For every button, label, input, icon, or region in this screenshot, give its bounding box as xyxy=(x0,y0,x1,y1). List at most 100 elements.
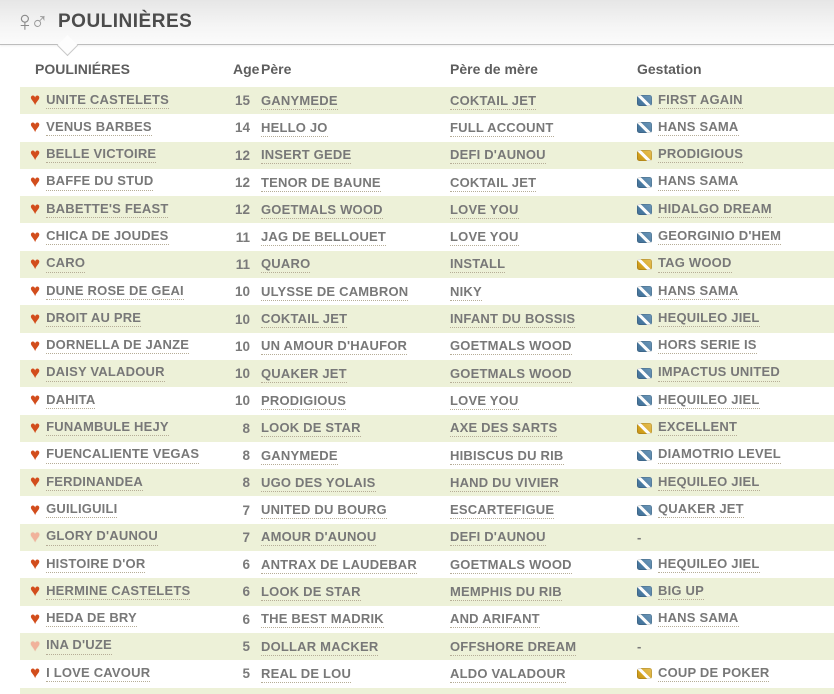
heart-icon[interactable]: ♥ xyxy=(30,581,41,601)
sire-link[interactable]: QUAKER JET xyxy=(261,365,347,383)
damsire-link[interactable]: LOVE YOU xyxy=(450,229,519,247)
mare-name-link[interactable]: FERDINANDEA xyxy=(46,474,143,491)
gestation-sire-link[interactable]: HANS SAMA xyxy=(658,119,739,137)
mare-name-link[interactable]: DROIT AU PRE xyxy=(46,310,142,328)
sire-link[interactable]: ULYSSE DE CAMBRON xyxy=(261,283,409,301)
sire-link[interactable]: DOLLAR MACKER xyxy=(261,638,379,656)
damsire-link[interactable]: AXE DES SARTS xyxy=(450,420,558,438)
sire-link[interactable]: AMOUR D'AUNOU xyxy=(261,529,377,547)
gestation-sire-link[interactable]: PRODIGIOUS xyxy=(658,146,744,164)
heart-icon[interactable]: ♥ xyxy=(30,226,41,246)
mare-name-link[interactable]: DAISY VALADOUR xyxy=(46,365,165,382)
heart-icon[interactable]: ♥ xyxy=(30,526,41,546)
heart-icon[interactable]: ♥ xyxy=(30,281,41,301)
heart-icon[interactable]: ♥ xyxy=(30,445,41,464)
mare-name-link[interactable]: VENUS BARBES xyxy=(46,119,152,137)
sire-link[interactable]: REAL DE LOU xyxy=(261,665,352,683)
sire-link[interactable]: UN AMOUR D'HAUFOR xyxy=(261,338,408,356)
sire-link[interactable]: PRODIGIOUS xyxy=(261,392,347,410)
gestation-sire-link[interactable]: HEQUILEO JIEL xyxy=(658,474,760,491)
heart-icon[interactable]: ♥ xyxy=(30,335,41,355)
heart-icon[interactable]: ♥ xyxy=(30,308,41,328)
damsire-link[interactable]: LOVE YOU xyxy=(450,201,519,219)
heart-icon[interactable]: ♥ xyxy=(30,636,41,656)
heart-icon[interactable]: ♥ xyxy=(30,663,41,683)
mare-name-link[interactable]: DORNELLA DE JANZE xyxy=(46,337,190,355)
damsire-link[interactable]: AND ARIFANT xyxy=(450,611,540,629)
gestation-sire-link[interactable]: HEQUILEO JIEL xyxy=(658,556,760,573)
mare-name-link[interactable]: DAHITA xyxy=(46,392,96,410)
mare-name-link[interactable]: HERMINE CASTELETS xyxy=(46,583,191,601)
damsire-link[interactable]: ESCARTEFIGUE xyxy=(450,502,555,520)
damsire-link[interactable]: COKTAIL JET xyxy=(450,92,537,110)
mare-name-link[interactable]: FUENCALIENTE VEGAS xyxy=(46,447,200,464)
mare-name-link[interactable]: BELLE VICTOIRE xyxy=(46,146,157,164)
gestation-sire-link[interactable]: DIAMOTRIO LEVEL xyxy=(658,447,781,464)
gestation-sire-link[interactable]: HEQUILEO JIEL xyxy=(658,310,760,328)
gestation-sire-link[interactable]: EXCELLENT xyxy=(658,419,738,437)
mare-name-link[interactable]: CHICA DE JOUDES xyxy=(46,228,169,246)
heart-icon[interactable]: ♥ xyxy=(30,390,41,410)
gestation-sire-link[interactable]: BIG UP xyxy=(658,583,704,601)
sire-link[interactable]: HELLO JO xyxy=(261,119,328,137)
gestation-sire-link[interactable]: HIDALGO DREAM xyxy=(658,201,772,218)
gestation-sire-link[interactable]: IMPACTUS UNITED xyxy=(658,365,780,382)
sire-link[interactable]: ANTRAX DE LAUDEBAR xyxy=(261,556,417,574)
sire-link[interactable]: UNITED DU BOURG xyxy=(261,502,387,520)
mare-name-link[interactable]: I LOVE CAVOUR xyxy=(46,665,151,683)
sire-link[interactable]: LOOK DE STAR xyxy=(261,420,361,438)
gestation-sire-link[interactable]: GEORGINIO D'HEM xyxy=(658,228,782,246)
heart-icon[interactable]: ♥ xyxy=(30,363,41,383)
heart-icon[interactable]: ♥ xyxy=(30,554,41,574)
damsire-link[interactable]: ALDO VALADOUR xyxy=(450,665,566,683)
mare-name-link[interactable]: BAFFE DU STUD xyxy=(46,174,154,191)
heart-icon[interactable]: ♥ xyxy=(30,417,41,437)
damsire-link[interactable]: LOVE YOU xyxy=(450,392,519,410)
damsire-link[interactable]: INFANT DU BOSSIS xyxy=(450,311,576,329)
damsire-link[interactable]: HIBISCUS DU RIB xyxy=(450,447,564,465)
gestation-sire-link[interactable]: HEQUILEO JIEL xyxy=(658,392,760,410)
heart-icon[interactable]: ♥ xyxy=(30,172,41,192)
sire-link[interactable]: INSERT GEDE xyxy=(261,147,352,165)
damsire-link[interactable]: GOETMALS WOOD xyxy=(450,556,572,574)
sire-link[interactable]: GOETMALS WOOD xyxy=(261,201,383,219)
gestation-sire-link[interactable]: COUP DE POKER xyxy=(658,665,770,683)
heart-icon[interactable]: ♥ xyxy=(30,499,41,519)
heart-icon[interactable]: ♥ xyxy=(30,199,41,219)
damsire-link[interactable]: GOETMALS WOOD xyxy=(450,338,572,356)
damsire-link[interactable]: DEFI D'AUNOU xyxy=(450,529,546,547)
mare-name-link[interactable]: CARO xyxy=(46,255,86,273)
heart-icon[interactable]: ♥ xyxy=(30,144,41,164)
sire-link[interactable]: COKTAIL JET xyxy=(261,311,348,329)
gestation-sire-link[interactable]: FIRST AGAIN xyxy=(658,92,743,109)
mare-name-link[interactable]: UNITE CASTELETS xyxy=(46,92,169,109)
sire-link[interactable]: THE BEST MADRIK xyxy=(261,611,384,629)
heart-icon[interactable]: ♥ xyxy=(30,90,41,110)
damsire-link[interactable]: FULL ACCOUNT xyxy=(450,119,554,137)
damsire-link[interactable]: HAND DU VIVIER xyxy=(450,474,559,492)
gestation-sire-link[interactable]: QUAKER JET xyxy=(658,501,744,519)
damsire-link[interactable]: GOETMALS WOOD xyxy=(450,365,572,383)
mare-name-link[interactable]: DUNE ROSE DE GEAI xyxy=(46,283,184,300)
sire-link[interactable]: GANYMEDE xyxy=(261,92,338,110)
mare-name-link[interactable]: HISTOIRE D'OR xyxy=(46,556,146,573)
sire-link[interactable]: GANYMEDE xyxy=(261,447,338,465)
damsire-link[interactable]: COKTAIL JET xyxy=(450,174,537,192)
damsire-link[interactable]: OFFSHORE DREAM xyxy=(450,638,577,656)
mare-name-link[interactable]: GUILIGUILI xyxy=(46,501,118,519)
gestation-sire-link[interactable]: HANS SAMA xyxy=(658,610,739,628)
mare-name-link[interactable]: HEDA DE BRY xyxy=(46,610,137,628)
damsire-link[interactable]: MEMPHIS DU RIB xyxy=(450,583,562,601)
mare-name-link[interactable]: INA D'UZE xyxy=(46,638,112,655)
gestation-sire-link[interactable]: HORS SERIE IS xyxy=(658,337,757,355)
damsire-link[interactable]: NIKY xyxy=(450,283,482,301)
heart-icon[interactable]: ♥ xyxy=(30,608,41,628)
gestation-sire-link[interactable]: TAG WOOD xyxy=(658,255,732,273)
heart-icon[interactable]: ♥ xyxy=(30,472,41,492)
mare-name-link[interactable]: FUNAMBULE HEJY xyxy=(46,419,169,437)
gestation-sire-link[interactable]: HANS SAMA xyxy=(658,283,739,300)
sire-link[interactable]: TENOR DE BAUNE xyxy=(261,174,381,192)
sire-link[interactable]: QUARO xyxy=(261,256,311,274)
mare-name-link[interactable]: BABETTE'S FEAST xyxy=(46,201,169,218)
sire-link[interactable]: JAG DE BELLOUET xyxy=(261,229,387,247)
